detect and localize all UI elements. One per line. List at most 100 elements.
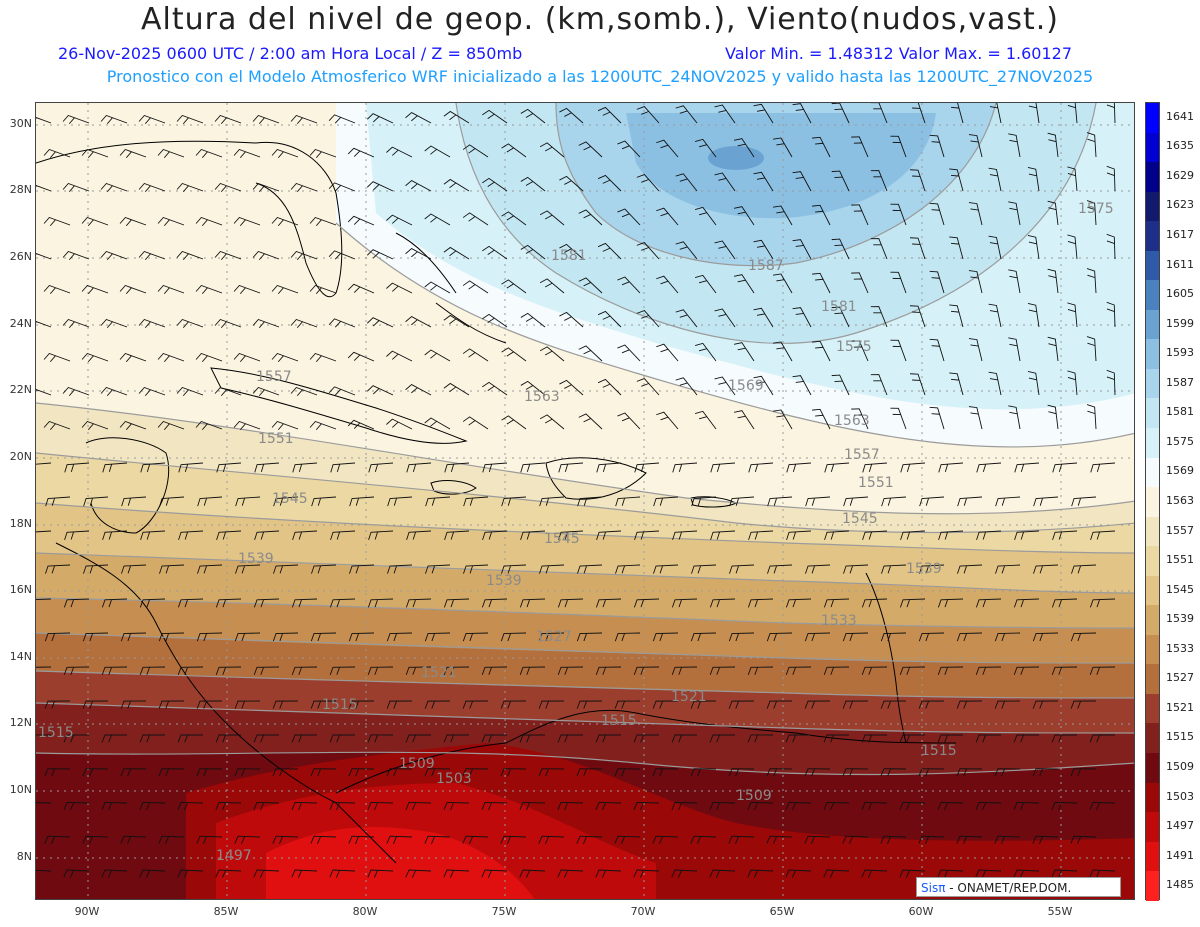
colorbar-label: 1587 [1166,375,1194,389]
wind-barb [196,835,223,844]
wind-barb [254,462,280,473]
wind-barb [310,632,337,642]
wind-barb [481,598,508,608]
wind-barb [348,632,375,642]
wind-barb [753,171,774,192]
wind-barb [900,530,926,541]
wind-barb [328,114,356,124]
wind-barb [329,666,356,676]
wind-barb [386,632,413,642]
wind-barb [596,530,622,541]
wind-barb [120,632,147,642]
wind-barb [329,598,356,608]
shading-1599 [708,146,764,170]
wind-barb [520,380,546,396]
wind-barb [812,204,831,226]
wind-barb [43,420,71,431]
lon-label: 80W [352,905,378,918]
wind-barb [1047,132,1059,158]
wind-barb [138,386,166,397]
wind-barb [1008,201,1021,226]
wind-barb [119,352,147,363]
wind-barb [443,246,470,260]
wind-barb [140,530,166,541]
wind-barb [709,869,736,878]
wind-barb [253,869,280,878]
wind-barb [812,340,831,362]
wind-barb [957,564,983,574]
wind-barb [975,734,1002,743]
wind-barb [785,801,812,811]
wind-barb [912,103,926,124]
lat-label: 18N [9,517,32,530]
wind-barb [1070,835,1097,844]
wind-barb [539,210,565,226]
colorbar-label: 1635 [1166,139,1194,153]
lon-label: 65W [769,905,795,918]
wind-barb [1051,801,1078,811]
wind-barb [367,801,394,811]
wind-barb [519,666,546,676]
wind-barb [1013,869,1040,878]
wind-barb [157,352,185,363]
wind-barb [995,564,1021,574]
wind-barb [918,700,945,709]
contour-label: 1581 [551,248,587,264]
lat-label: 14N [9,650,32,663]
wind-barb [368,462,394,473]
wind-barb [804,632,831,642]
wind-barb [929,134,945,158]
colorbar-label: 1551 [1166,553,1194,567]
wind-barb [1086,404,1097,430]
wind-barb [43,148,71,159]
wind-barb [538,835,565,844]
colorbar-label: 1611 [1166,257,1194,271]
colorbar-label: 1563 [1166,494,1194,507]
colorbar-segment [1146,309,1159,340]
wind-barb [861,666,888,676]
wind-barb [177,734,204,743]
wind-barb [929,202,945,226]
wind-barb [1027,303,1040,328]
wind-barb [462,835,489,844]
colorbar-segment [1146,812,1159,842]
wind-barb [158,632,185,642]
colorbar-label: 1515 [1166,730,1194,744]
wind-barb [831,170,850,192]
wind-barb [633,801,660,811]
wind-barb [290,182,318,193]
wind-barb [899,598,926,608]
wind-barb [405,801,432,811]
wind-barb [443,382,470,396]
wind-barb [140,462,166,473]
wind-barb [214,318,242,329]
wind-barb [1028,103,1040,124]
wind-barb [747,869,774,878]
wind-barb [216,462,242,473]
wind-barb [158,835,185,844]
wind-barb [597,242,622,260]
wind-barb [804,835,831,844]
wind-barb [842,632,869,642]
wind-barb [328,318,356,328]
wind-barb [157,148,185,159]
wind-barb [786,462,812,473]
wind-barb [520,530,546,541]
wind-barb [291,869,318,878]
wind-barb [733,206,755,226]
colorbar-label: 1497 [1166,819,1194,833]
wind-barb [233,284,261,295]
wind-barb [1070,632,1097,642]
wind-barb [557,734,584,743]
wind-barb [851,272,869,294]
wind-barb [792,103,812,124]
wind-barb [36,734,52,736]
wind-barb [443,598,470,608]
wind-barb [271,148,299,159]
wind-barb [139,734,166,743]
wind-barb [1089,734,1116,743]
wind-barb [880,632,907,642]
wind-barb [138,114,166,125]
wind-barb [812,408,831,430]
wind-barb [36,117,52,124]
